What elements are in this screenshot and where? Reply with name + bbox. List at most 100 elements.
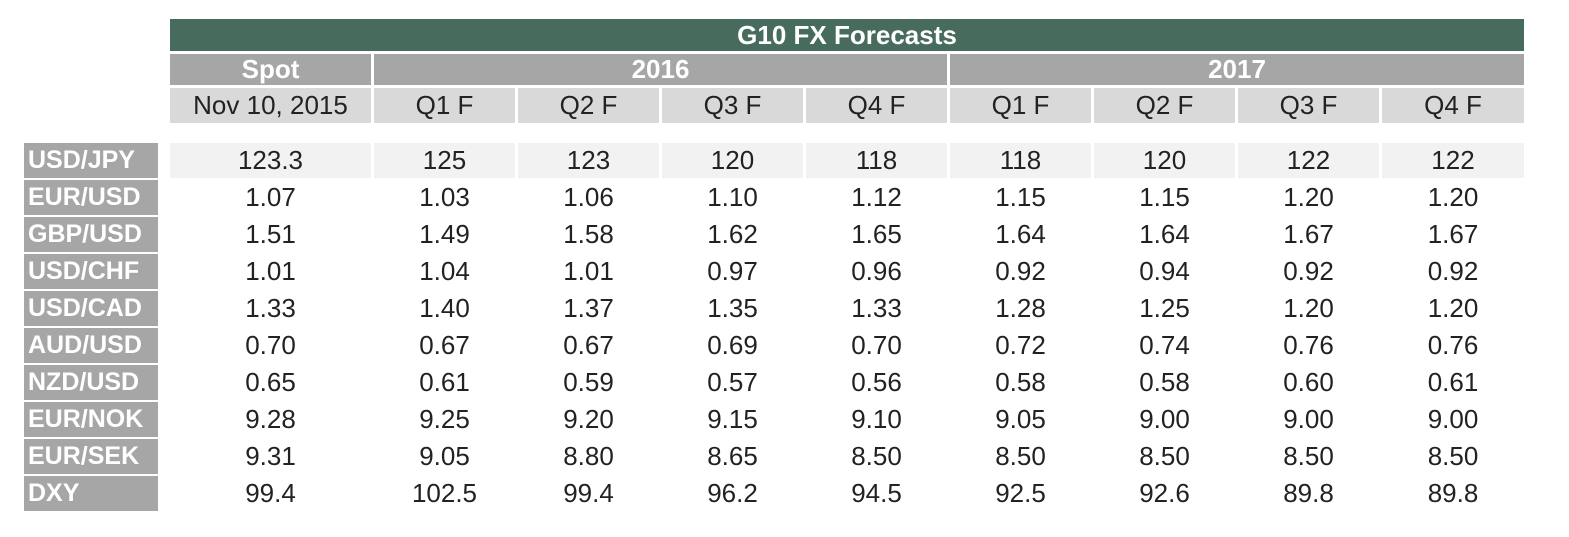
table-cell: 9.00 [1139, 404, 1190, 434]
row-label: EUR/USD [24, 180, 158, 215]
table-cell: 1.33 [851, 293, 902, 323]
table-cell: 8.50 [851, 441, 902, 471]
quarter-header: Q3 F [662, 88, 803, 123]
row-label: DXY [24, 476, 158, 511]
row-label: USD/CHF [24, 254, 158, 289]
quarter-header: Q3 F [1238, 88, 1379, 123]
table-cell: 0.57 [707, 367, 758, 397]
table-cell: 8.50 [1283, 441, 1334, 471]
table-cell: 0.76 [1283, 330, 1334, 360]
table-cell: 0.76 [1427, 330, 1479, 360]
table-cell: 0.96 [851, 256, 902, 286]
table-cell: 9.20 [563, 404, 614, 434]
spot-date: Nov 10, 2015 [170, 88, 371, 123]
table-cell: 92.6 [1139, 478, 1190, 508]
row-label: EUR/NOK [24, 402, 158, 437]
table-cell: 1.64 [1139, 219, 1190, 249]
row-label: GBP/USD [24, 217, 158, 252]
table-cell: 0.60 [1283, 367, 1334, 397]
table-cell: 1.15 [995, 182, 1046, 212]
row-label: AUD/USD [24, 328, 158, 363]
table-cell: 0.56 [851, 367, 902, 397]
table-cell: 1.20 [1283, 182, 1334, 212]
quarter-header: Q4 F [806, 88, 947, 123]
table-cell: 0.72 [995, 330, 1046, 360]
spot-header: Spot [170, 54, 371, 85]
table-cell: 1.62 [707, 219, 758, 249]
table-cell: 0.92 [1427, 256, 1479, 286]
table-cell: 1.58 [563, 219, 614, 249]
table-cell: 122 [1382, 143, 1524, 178]
table-cell: 1.15 [1139, 182, 1190, 212]
table-cell: 118 [806, 143, 947, 178]
table-cell: 89.8 [1427, 478, 1479, 508]
table-cell: 0.59 [563, 367, 614, 397]
table-cell: 0.70 [851, 330, 902, 360]
table-cell: 0.92 [995, 256, 1046, 286]
table-cell: 1.12 [851, 182, 902, 212]
table-cell: 118 [950, 143, 1091, 178]
table-cell: 1.20 [1283, 293, 1334, 323]
table-cell: 92.5 [995, 478, 1046, 508]
table-cell: 8.50 [995, 441, 1046, 471]
table-cell: 123.3 [170, 143, 371, 178]
table-cell: 1.37 [563, 293, 614, 323]
table-cell: 9.05 [419, 441, 470, 471]
table-cell: 0.74 [1139, 330, 1190, 360]
table-cell: 125 [374, 143, 515, 178]
table-cell: 1.01 [245, 256, 296, 286]
row-label: USD/JPY [24, 143, 158, 178]
table-cell: 0.58 [1139, 367, 1190, 397]
table-cell: 0.61 [1427, 367, 1479, 397]
table-cell: 1.20 [1427, 293, 1479, 323]
table-cell: 9.31 [245, 441, 296, 471]
year-header-2017: 2017 [950, 54, 1524, 85]
table-cell: 102.5 [411, 478, 478, 508]
table-cell: 1.06 [563, 182, 614, 212]
quarter-header: Q2 F [518, 88, 659, 123]
table-cell: 1.64 [995, 219, 1046, 249]
table-cell: 9.10 [851, 404, 902, 434]
table-cell: 1.28 [995, 293, 1046, 323]
table-cell: 9.00 [1427, 404, 1479, 434]
table-cell: 1.20 [1427, 182, 1479, 212]
quarter-header: Q4 F [1382, 88, 1524, 123]
table-cell: 9.05 [995, 404, 1046, 434]
table-cell: 8.50 [1427, 441, 1479, 471]
table-cell: 122 [1238, 143, 1379, 178]
table-cell: 1.67 [1427, 219, 1479, 249]
table-cell: 1.03 [419, 182, 470, 212]
table-cell: 96.2 [707, 478, 758, 508]
table-cell: 1.35 [707, 293, 758, 323]
table-cell: 1.49 [419, 219, 470, 249]
row-label: EUR/SEK [24, 439, 158, 474]
table-cell: 0.94 [1139, 256, 1190, 286]
table-cell: 1.25 [1139, 293, 1190, 323]
table-cell: 99.4 [563, 478, 614, 508]
table-cell: 8.80 [563, 441, 614, 471]
table-cell: 120 [1094, 143, 1235, 178]
table-cell: 1.65 [851, 219, 902, 249]
row-label: NZD/USD [24, 365, 158, 400]
table-cell: 94.5 [851, 478, 902, 508]
table-cell: 1.67 [1283, 219, 1334, 249]
year-header-2016: 2016 [374, 54, 947, 85]
table-cell: 0.67 [563, 330, 614, 360]
table-cell: 0.97 [707, 256, 758, 286]
table-cell: 89.8 [1283, 478, 1334, 508]
table-cell: 0.61 [419, 367, 470, 397]
table-cell: 0.69 [707, 330, 758, 360]
quarter-header: Q2 F [1094, 88, 1235, 123]
table-cell: 1.10 [707, 182, 758, 212]
table-cell: 1.04 [419, 256, 470, 286]
table-cell: 1.51 [245, 219, 296, 249]
table-cell: 1.40 [419, 293, 470, 323]
row-label: USD/CAD [24, 291, 158, 326]
table-cell: 99.4 [245, 478, 296, 508]
table-cell: 1.07 [245, 182, 296, 212]
table-cell: 1.01 [563, 256, 614, 286]
table-cell: 8.65 [707, 441, 758, 471]
table-title: G10 FX Forecasts [170, 19, 1524, 51]
table-cell: 9.00 [1283, 404, 1334, 434]
